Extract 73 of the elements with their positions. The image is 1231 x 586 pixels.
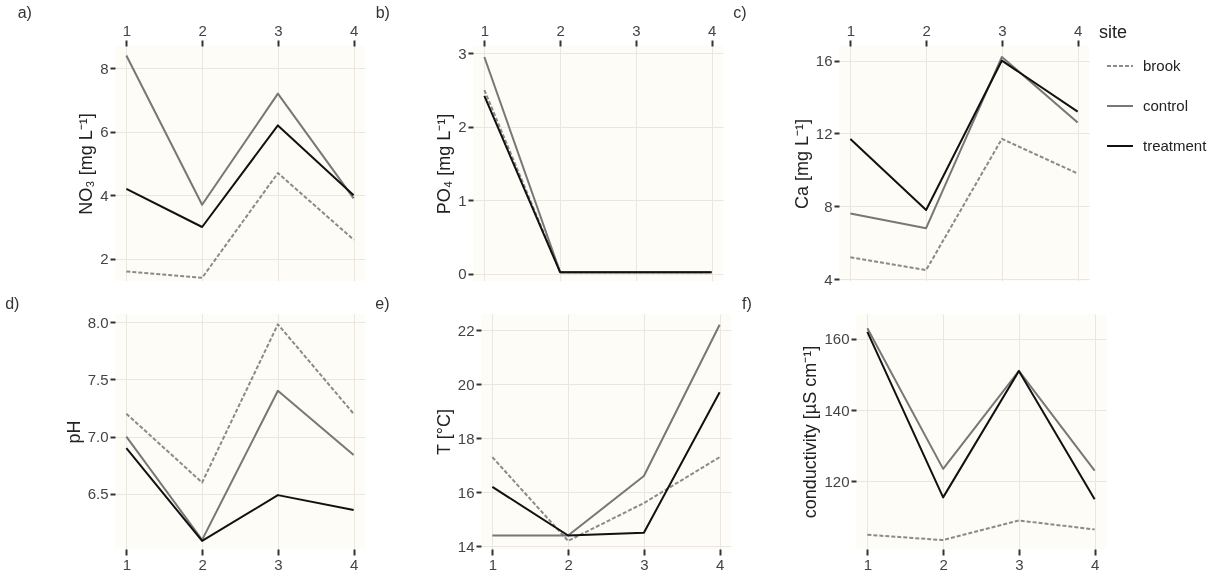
- y-tick-label: 4: [824, 270, 833, 288]
- y-tick-label: 4: [100, 186, 109, 204]
- y-tick-label: 8: [824, 197, 833, 215]
- x-tick-label: 1: [122, 21, 132, 39]
- line-series: [125, 54, 355, 206]
- y-tick-label: 14: [457, 537, 475, 555]
- line-series: [849, 137, 1079, 272]
- chart-title: c): [733, 4, 747, 21]
- y-tick-label: 16: [457, 483, 475, 501]
- x-tick-label: 2: [198, 21, 207, 39]
- line-series: [125, 447, 355, 542]
- x-tick-label: 2: [922, 21, 931, 39]
- line-series: [866, 330, 1096, 501]
- y-tick-label: 12: [815, 124, 833, 142]
- y-tick-label: 3: [458, 44, 467, 62]
- y-tick-label: 18: [457, 429, 475, 447]
- x-tick-label: 2: [198, 555, 207, 573]
- x-tick-label: 2: [564, 555, 573, 573]
- legend-title: site: [1099, 22, 1128, 42]
- y-axis-title: pH: [63, 420, 84, 444]
- x-tick-label: 4: [1073, 21, 1083, 39]
- x-tick-label: 4: [349, 21, 359, 39]
- y-axis-title: PO₄ [mg L⁻¹]: [434, 113, 455, 215]
- y-tick-label: 22: [457, 321, 475, 339]
- x-tick-label: 4: [715, 555, 725, 573]
- chart-title: a): [17, 4, 32, 21]
- y-tick-label: 160: [824, 330, 850, 348]
- line-series: [125, 124, 355, 229]
- legend-label: control: [1143, 97, 1189, 114]
- y-tick-label: 16: [815, 52, 833, 70]
- y-tick-label: 8.0: [87, 313, 109, 331]
- x-tick-label: 3: [274, 555, 283, 573]
- x-tick-label: 3: [1015, 555, 1024, 573]
- y-tick-label: 7.0: [87, 428, 109, 446]
- x-tick-label: 4: [1090, 555, 1100, 573]
- y-tick-label: 0: [458, 265, 467, 283]
- y-tick-label: 1: [458, 191, 467, 209]
- chart-title: b): [375, 4, 390, 21]
- y-tick-label: 20: [457, 375, 475, 393]
- line-series: [125, 389, 355, 541]
- y-tick-label: 120: [824, 472, 850, 490]
- x-tick-label: 3: [640, 555, 649, 573]
- y-tick-label: 6: [100, 123, 109, 141]
- y-tick-label: 7.5: [87, 370, 109, 388]
- line-series: [866, 519, 1096, 542]
- y-tick-label: 2: [100, 250, 109, 268]
- y-axis-title: NO₃ [mg L⁻¹]: [76, 113, 97, 215]
- y-tick-label: 2: [458, 118, 467, 136]
- x-tick-label: 1: [122, 555, 132, 573]
- chart-title: d): [5, 295, 20, 312]
- y-axis-title: Ca [mg L⁻¹]: [791, 118, 812, 210]
- line-series: [125, 172, 355, 279]
- legend-label: treatment: [1143, 137, 1208, 154]
- x-tick-label: 2: [939, 555, 948, 573]
- x-tick-label: 4: [707, 21, 717, 39]
- legend-label: brook: [1143, 57, 1182, 74]
- chart-title: f): [741, 295, 752, 312]
- chart-title: e): [375, 295, 390, 312]
- x-tick-label: 2: [556, 21, 565, 39]
- x-tick-label: 1: [488, 555, 498, 573]
- x-tick-label: 3: [998, 21, 1007, 39]
- x-tick-label: 3: [632, 21, 641, 39]
- y-axis-title: conductivity [µS cm⁻¹]: [800, 345, 821, 519]
- y-tick-label: 6.5: [87, 485, 109, 503]
- x-tick-label: 1: [863, 555, 873, 573]
- x-tick-label: 1: [480, 21, 490, 39]
- y-tick-label: 140: [824, 401, 850, 419]
- line-series: [866, 327, 1096, 472]
- y-tick-label: 8: [100, 59, 109, 77]
- x-tick-label: 4: [349, 555, 359, 573]
- line-series: [491, 391, 721, 537]
- x-tick-label: 3: [274, 21, 283, 39]
- y-axis-title: T [°C]: [433, 409, 454, 455]
